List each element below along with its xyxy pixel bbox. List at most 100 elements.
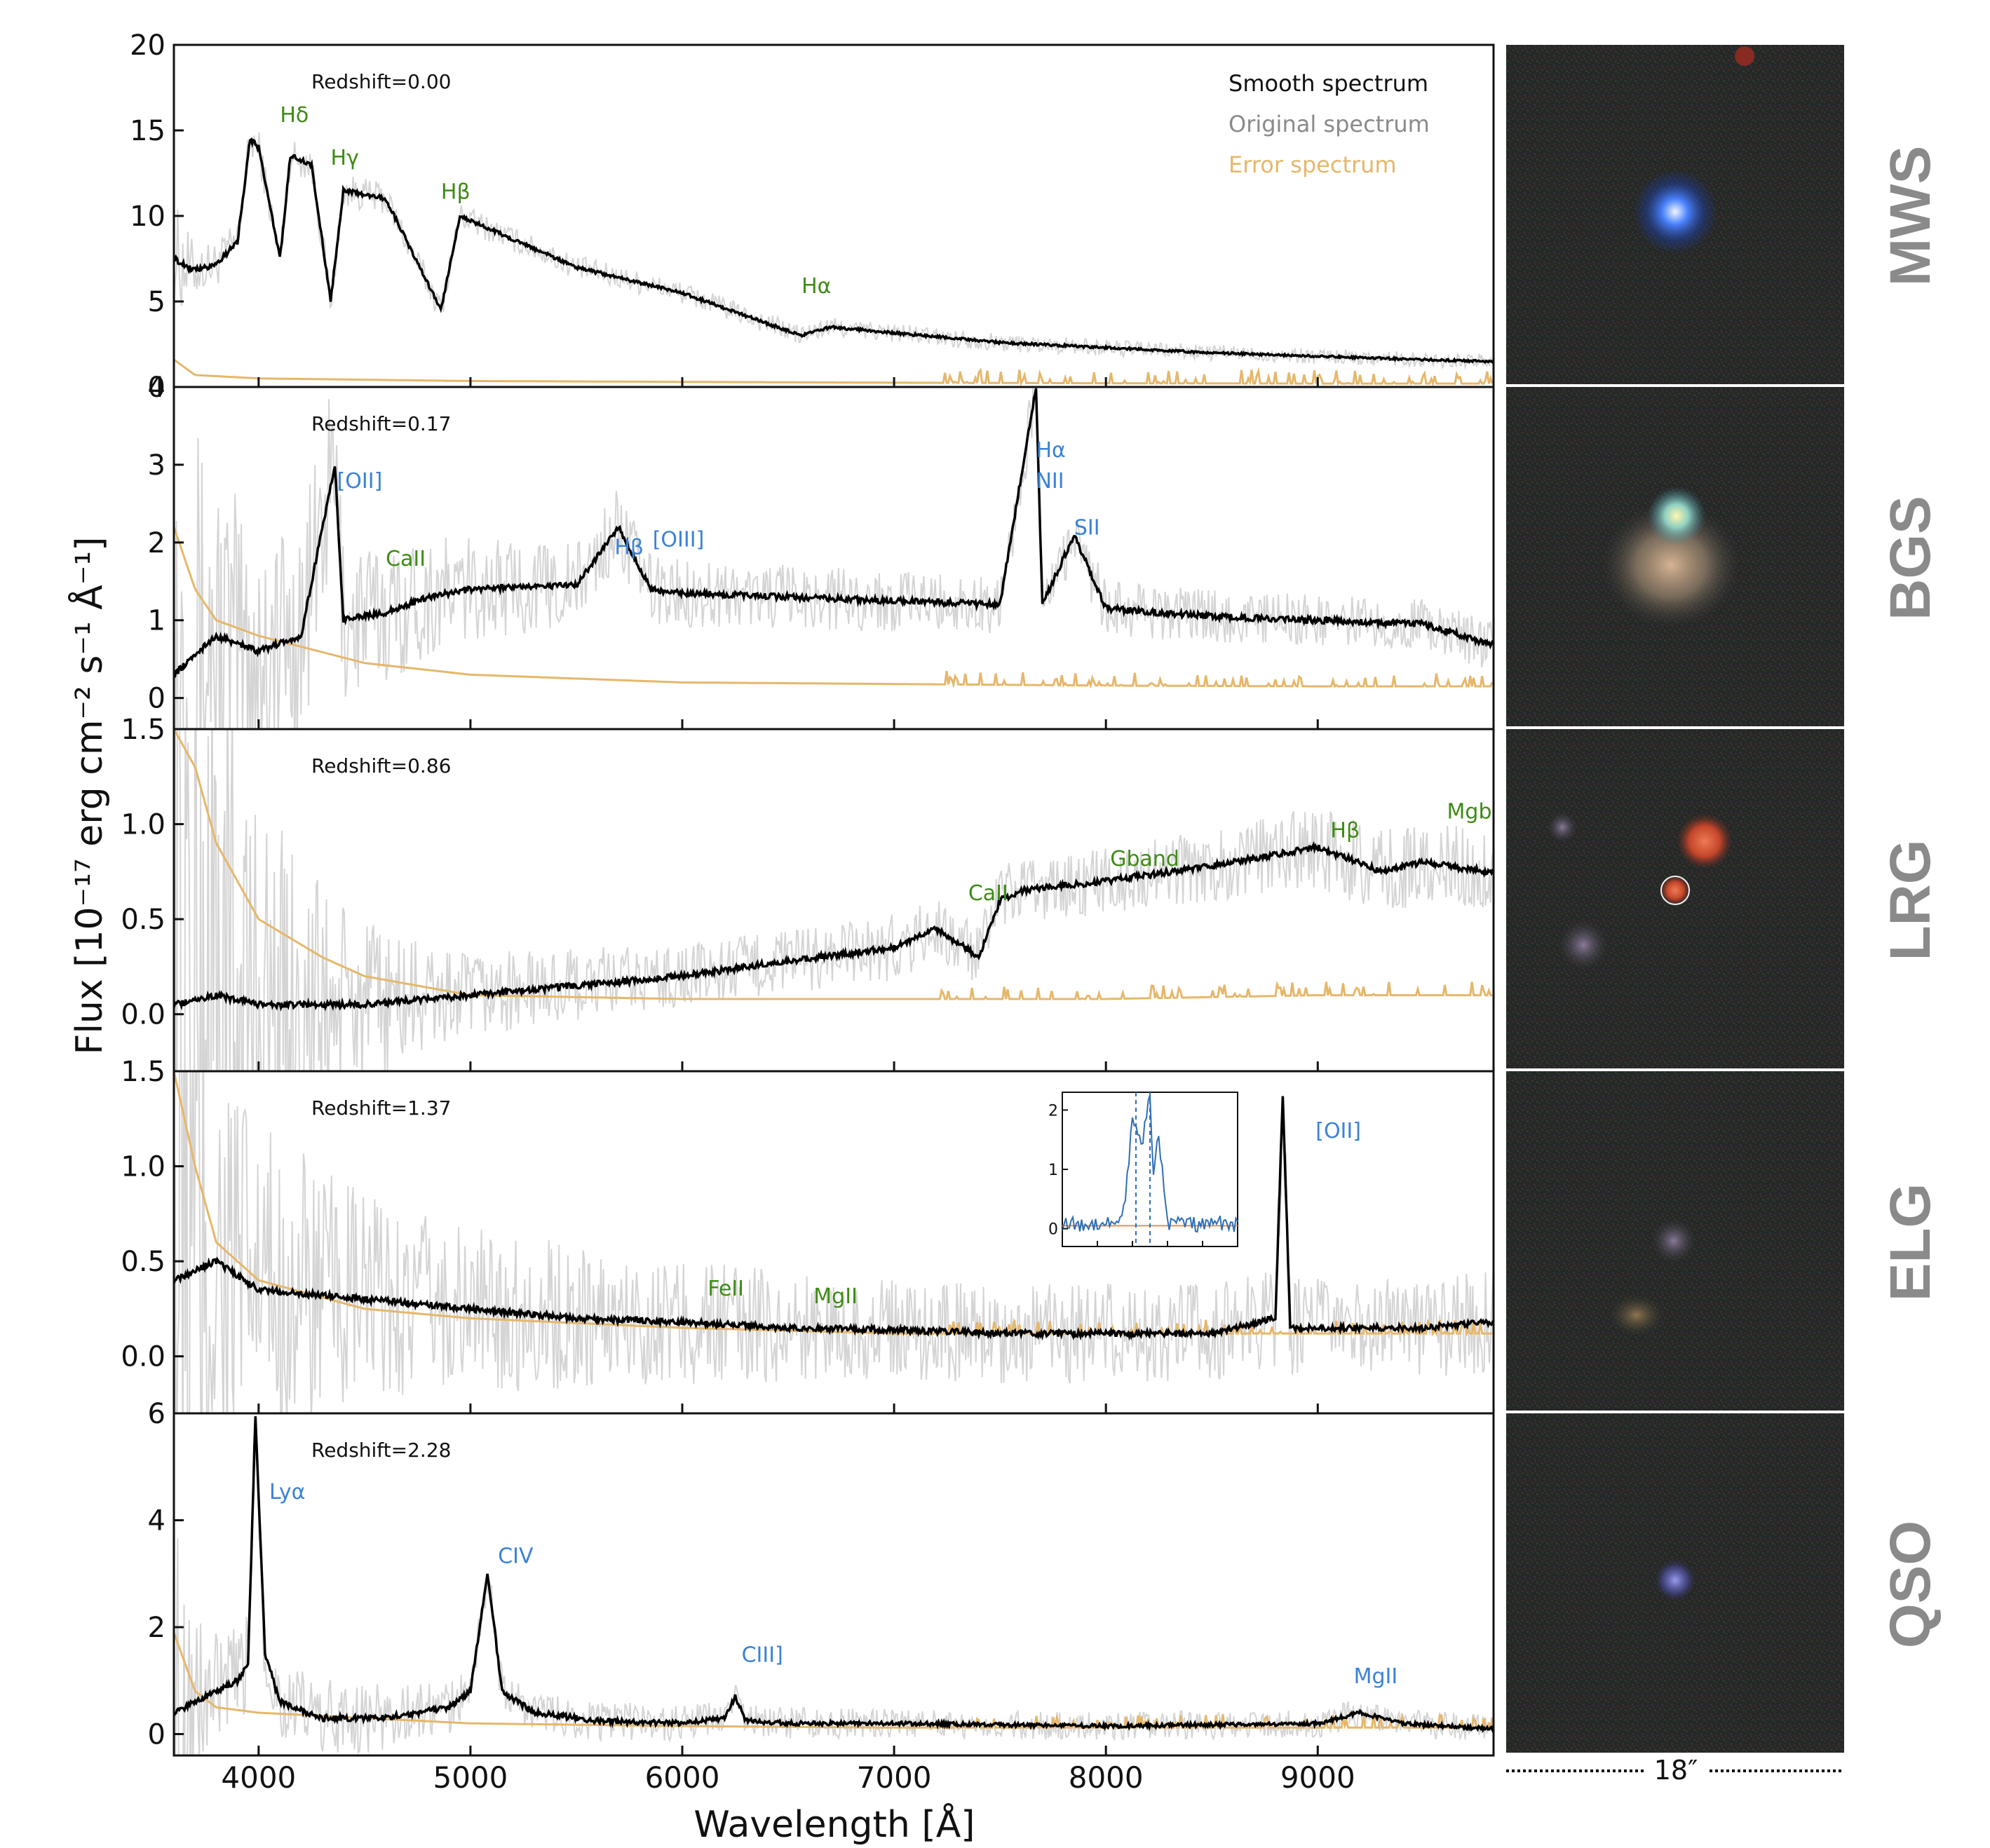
star-source — [1647, 487, 1706, 545]
y-tick-label: 1.5 — [121, 714, 165, 746]
x-tick-label: 8000 — [1069, 1760, 1144, 1795]
inset-y-tick-label: 2 — [1048, 1102, 1058, 1120]
plot-area — [174, 1416, 1494, 1755]
cutout-bgs — [1506, 387, 1844, 726]
plot-area — [174, 1071, 1494, 1413]
error-spectrum-line — [174, 1632, 1494, 1731]
line-label: MgII — [813, 1284, 858, 1309]
class-label: BGS — [1879, 496, 1942, 620]
y-tick-label: 1.0 — [121, 1151, 165, 1183]
x-tick-label: 6000 — [645, 1760, 720, 1795]
redshift-label: Redshift=0.86 — [311, 754, 451, 777]
y-tick-label: 0 — [148, 1719, 165, 1751]
y-tick-label: 3 — [148, 449, 165, 482]
line-label: CaII — [968, 881, 1008, 906]
line-label: CIV — [498, 1544, 534, 1569]
y-tick-label: 4 — [148, 1505, 165, 1537]
original-spectrum-line — [175, 1436, 1494, 1755]
cutout-lrg — [1506, 729, 1844, 1068]
redshift-label: Redshift=0.00 — [311, 70, 451, 93]
target-marker — [1660, 876, 1690, 905]
class-label: QSO — [1879, 1521, 1942, 1648]
cutout-qso — [1506, 1413, 1844, 1753]
smooth-spectrum-line — [174, 841, 1494, 1012]
y-tick-label: 10 — [130, 201, 165, 233]
galaxy-source — [1677, 813, 1733, 869]
scale-bar-label: 18″ — [1654, 1755, 1698, 1786]
y-tick-label: 0.0 — [121, 999, 165, 1031]
plot-area — [174, 729, 1494, 1071]
smooth-spectrum-line — [174, 1416, 1494, 1734]
line-label: [OII] — [1315, 1119, 1361, 1143]
line-label: [OIII] — [653, 527, 705, 552]
line-label: NII — [1036, 469, 1064, 494]
panel-qso: 0 2 4 6 4000 5000 6000 7000 8000 9000 Redshift=2.2… — [148, 1398, 1495, 1795]
y-axis-label: Flux [10⁻¹⁷ erg cm⁻² s⁻¹ Å⁻¹] — [67, 537, 111, 1055]
line-label: Hβ — [614, 535, 644, 559]
plot-area — [174, 132, 1494, 387]
plot-area — [174, 387, 1494, 729]
star-source — [1633, 170, 1717, 254]
x-tick-label: 9000 — [1280, 1760, 1355, 1795]
x-tick-label: 7000 — [857, 1760, 932, 1795]
panel-frame — [172, 1070, 1495, 1415]
faint-source — [1547, 812, 1578, 843]
panel-frame — [172, 1412, 1495, 1757]
galaxy-source — [1601, 502, 1741, 628]
inset-y-tick-label: 1 — [1048, 1162, 1058, 1179]
y-tick-label: 0.5 — [121, 1246, 165, 1278]
line-label: Hβ — [441, 180, 471, 205]
inset-plot: 0 1 2 — [1048, 1092, 1238, 1247]
class-label: MWS — [1879, 146, 1942, 286]
faint-source — [1609, 1294, 1665, 1336]
smooth-spectrum-line — [174, 137, 1494, 365]
target-source — [1660, 875, 1691, 906]
y-tick-label: 2 — [148, 527, 165, 559]
class-label: LRG — [1879, 839, 1942, 960]
y-tick-label: 2 — [148, 1612, 165, 1644]
y-tick-label: 0 — [148, 372, 165, 404]
panel-frame — [172, 728, 1495, 1073]
line-label: Hα — [801, 274, 831, 299]
y-tick-label: 0.0 — [121, 1341, 165, 1373]
line-label: Mgb — [1447, 799, 1492, 824]
line-label: Hβ — [1330, 819, 1360, 843]
x-tick-label: 5000 — [433, 1760, 508, 1795]
y-tick-label: 1.5 — [121, 1056, 165, 1088]
y-tick-label: 5 — [148, 286, 165, 318]
redshift-label: Redshift=2.28 — [311, 1439, 451, 1462]
error-spectrum-line — [174, 358, 1494, 387]
red-source — [1735, 46, 1754, 66]
y-tick-label: 1 — [148, 605, 165, 637]
x-axis-label: Wavelength [Å] — [693, 1802, 975, 1846]
cutout-elg — [1506, 1071, 1844, 1411]
line-label: Gband — [1110, 847, 1179, 871]
line-label: Hγ — [331, 146, 359, 170]
inset-spectrum-line — [1062, 1094, 1238, 1233]
x-tick-label: 4000 — [221, 1760, 296, 1795]
y-tick-label: 20 — [130, 29, 165, 62]
faint-source — [1558, 920, 1609, 970]
panel-elg: 0.0 0.5 1.0 1.5 Redshift=1.37 FeII MgII [OII] 0 1… — [121, 1056, 1495, 1415]
redshift-label: Redshift=1.37 — [311, 1096, 451, 1120]
y-tick-label: 0 — [148, 683, 165, 715]
error-spectrum-line — [174, 526, 1494, 689]
line-label: SII — [1074, 516, 1100, 541]
class-label: ELG — [1879, 1183, 1942, 1302]
y-tick-label: 4 — [148, 372, 165, 404]
y-tick-label: 6 — [148, 1398, 165, 1430]
redshift-label: Redshift=0.17 — [311, 412, 451, 435]
original-spectrum-line — [174, 729, 1494, 1071]
y-tick-label: 0.5 — [121, 904, 165, 936]
legend: Smooth spectrum Original spectrum Error sp… — [1228, 70, 1430, 178]
panel-frame — [172, 386, 1495, 731]
error-spectrum-line — [174, 729, 1493, 1000]
inset-y-tick-label: 0 — [1048, 1221, 1058, 1239]
cutout-mws — [1506, 45, 1844, 384]
line-label: CIII] — [742, 1643, 783, 1668]
smooth-spectrum-line — [174, 388, 1494, 679]
image-cutouts: MWS BGS LRG ELG QSO — [1506, 45, 1942, 1753]
